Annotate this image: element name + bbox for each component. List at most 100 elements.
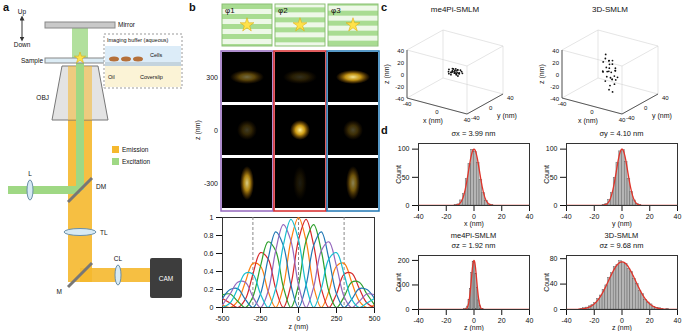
svg-text:c: c (381, 1, 387, 13)
svg-text:-40: -40 (550, 96, 559, 102)
svg-text:-40: -40 (413, 317, 423, 324)
svg-text:x (nm): x (nm) (578, 117, 598, 125)
svg-text:Cells: Cells (150, 52, 162, 58)
svg-text:0: 0 (644, 105, 648, 111)
svg-text:L: L (28, 170, 32, 177)
svg-text:CAM: CAM (159, 275, 173, 282)
svg-text:φ3: φ3 (331, 6, 341, 15)
svg-text:40: 40 (526, 317, 534, 324)
svg-text:-20: -20 (589, 213, 599, 220)
svg-text:0: 0 (554, 202, 558, 209)
svg-text:CL: CL (114, 255, 123, 262)
svg-text:σz = 9.68 nm: σz = 9.68 nm (599, 241, 643, 250)
svg-text:50: 50 (550, 174, 558, 181)
svg-text:0: 0 (214, 127, 218, 134)
svg-text:50: 50 (402, 174, 410, 181)
svg-text:-20: -20 (550, 84, 559, 90)
svg-text:Oil: Oil (108, 74, 115, 80)
svg-text:0: 0 (406, 202, 410, 209)
svg-text:Count: Count (395, 273, 402, 292)
svg-text:0: 0 (401, 72, 405, 78)
svg-text:y (nm): y (nm) (497, 112, 517, 120)
svg-text:me4Pi-SMLM: me4Pi-SMLM (431, 5, 480, 14)
svg-text:-40: -40 (626, 115, 635, 121)
svg-text:me4Pi-SMLM: me4Pi-SMLM (451, 231, 496, 240)
svg-text:σx = 3.99 nm: σx = 3.99 nm (451, 129, 495, 138)
svg-text:a: a (3, 1, 10, 13)
svg-text:200: 200 (398, 257, 410, 264)
svg-text:OBJ: OBJ (36, 94, 49, 101)
svg-text:40: 40 (464, 117, 471, 123)
svg-text:0: 0 (554, 306, 558, 313)
svg-text:Excitation: Excitation (122, 158, 151, 165)
svg-text:0.2: 0.2 (204, 286, 214, 293)
svg-text:-40: -40 (413, 213, 423, 220)
svg-text:3D-SMLM: 3D-SMLM (592, 5, 628, 14)
svg-text:0.8: 0.8 (204, 232, 214, 239)
svg-text:20: 20 (397, 60, 404, 66)
svg-text:z (nm): z (nm) (194, 120, 202, 140)
svg-text:0: 0 (406, 306, 410, 313)
svg-text:-250: -250 (253, 315, 267, 322)
svg-text:20: 20 (552, 60, 559, 66)
svg-text:-40: -40 (403, 101, 412, 107)
svg-text:DM: DM (96, 183, 106, 190)
svg-text:40: 40 (397, 48, 404, 54)
svg-text:Count: Count (543, 165, 550, 184)
svg-text:0: 0 (210, 304, 214, 311)
svg-text:σz = 1.92 nm: σz = 1.92 nm (451, 241, 495, 250)
svg-text:-40: -40 (558, 101, 567, 107)
svg-text:40: 40 (674, 317, 682, 324)
svg-text:Coverslip: Coverslip (140, 74, 163, 80)
svg-text:TL: TL (100, 229, 108, 236)
svg-text:20: 20 (646, 317, 654, 324)
svg-text:d: d (381, 124, 388, 136)
svg-text:σy = 4.10 nm: σy = 4.10 nm (599, 129, 643, 138)
svg-text:250: 250 (331, 315, 343, 322)
svg-text:φ1: φ1 (225, 6, 235, 15)
svg-text:Emission: Emission (122, 146, 149, 153)
svg-text:z (nm): z (nm) (464, 324, 484, 331)
svg-text:40: 40 (619, 117, 626, 123)
svg-text:100: 100 (546, 145, 558, 152)
svg-text:-300: -300 (204, 180, 218, 187)
svg-text:-20: -20 (441, 317, 451, 324)
svg-text:M: M (57, 288, 62, 295)
svg-text:3D-SMLM: 3D-SMLM (605, 231, 639, 240)
svg-text:x (nm): x (nm) (423, 117, 443, 125)
svg-text:0: 0 (590, 109, 594, 115)
svg-text:20: 20 (498, 213, 506, 220)
svg-text:300: 300 (206, 74, 218, 81)
svg-text:0: 0 (297, 315, 301, 322)
svg-text:Up: Up (18, 8, 27, 16)
svg-text:φ2: φ2 (278, 6, 288, 15)
svg-text:40: 40 (550, 280, 558, 287)
svg-text:40: 40 (507, 95, 514, 101)
svg-text:-20: -20 (395, 84, 404, 90)
svg-text:y (nm): y (nm) (612, 220, 632, 228)
svg-text:0.6: 0.6 (204, 250, 214, 257)
svg-text:-20: -20 (589, 317, 599, 324)
svg-text:z (nm): z (nm) (383, 64, 391, 84)
svg-text:20: 20 (498, 317, 506, 324)
svg-text:-40: -40 (471, 115, 480, 121)
svg-text:y (nm): y (nm) (652, 112, 672, 120)
svg-text:0.4: 0.4 (204, 268, 214, 275)
svg-text:1: 1 (210, 214, 214, 221)
svg-text:z (nm): z (nm) (538, 64, 546, 84)
svg-text:0: 0 (489, 105, 493, 111)
svg-text:z (nm): z (nm) (612, 324, 632, 331)
svg-text:Count: Count (543, 273, 550, 292)
svg-text:Mirror: Mirror (118, 21, 136, 28)
svg-text:b: b (189, 1, 196, 13)
svg-text:-500: -500 (215, 315, 229, 322)
svg-text:80: 80 (550, 255, 558, 262)
svg-text:40: 40 (526, 213, 534, 220)
svg-text:0: 0 (556, 72, 560, 78)
svg-text:Imaging buffer (aqueous): Imaging buffer (aqueous) (107, 37, 169, 43)
svg-text:500: 500 (369, 315, 381, 322)
svg-text:-20: -20 (441, 213, 451, 220)
svg-text:Sample: Sample (21, 57, 43, 65)
svg-text:100: 100 (398, 145, 410, 152)
svg-text:20: 20 (646, 213, 654, 220)
